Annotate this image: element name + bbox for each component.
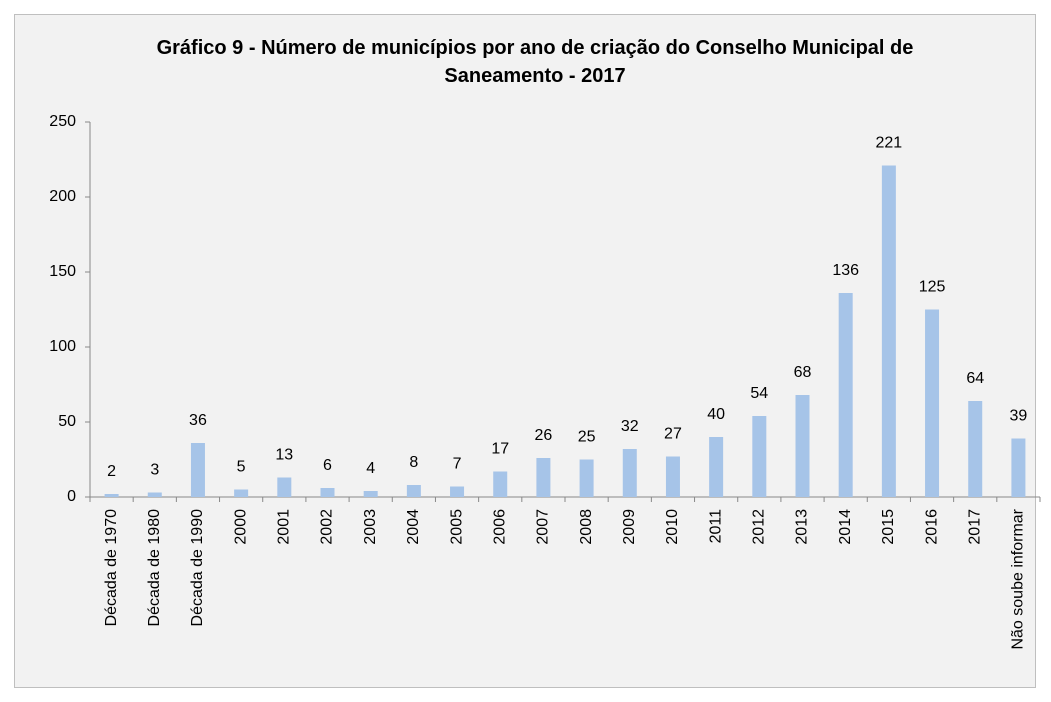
bar <box>536 458 551 497</box>
value-label: 2 <box>107 463 116 480</box>
chart-area <box>14 14 1036 688</box>
value-label: 68 <box>794 364 812 381</box>
y-tick-label: 0 <box>67 488 76 505</box>
value-label: 36 <box>189 412 207 429</box>
x-tick-label: 2015 <box>880 509 897 545</box>
y-tick-label: 150 <box>49 263 76 280</box>
bar <box>493 471 508 497</box>
bar <box>406 485 421 497</box>
y-tick-label: 200 <box>49 188 76 205</box>
x-tick-label: 2002 <box>319 509 336 545</box>
x-tick-label: 2003 <box>362 509 379 545</box>
bar <box>104 494 119 497</box>
bar <box>190 443 205 497</box>
value-label: 7 <box>453 456 462 473</box>
bar <box>752 416 767 497</box>
bar <box>320 488 335 497</box>
x-tick-label: 2000 <box>232 509 249 545</box>
y-tick-label: 100 <box>49 338 76 355</box>
value-label: 13 <box>275 447 293 464</box>
x-tick-label: 2006 <box>491 509 508 545</box>
x-tick-label: 2012 <box>751 509 768 545</box>
value-label: 54 <box>750 385 768 402</box>
value-label: 125 <box>919 279 946 296</box>
value-label: 3 <box>150 462 159 479</box>
x-tick-label: Década de 1980 <box>146 509 163 627</box>
y-tick-label: 250 <box>49 113 76 130</box>
x-tick-label: Década de 1970 <box>103 509 120 627</box>
value-label: 8 <box>409 454 418 471</box>
value-label: 39 <box>1010 408 1028 425</box>
bar <box>147 492 162 497</box>
bar <box>838 293 853 497</box>
value-label: 136 <box>832 262 859 279</box>
x-tick-label: 2005 <box>448 509 465 545</box>
x-tick-label: 2004 <box>405 509 422 545</box>
bar <box>450 486 465 497</box>
bar <box>277 477 292 497</box>
value-label: 17 <box>491 441 509 458</box>
bar <box>795 395 810 497</box>
bar <box>363 491 378 497</box>
x-tick-label: 2001 <box>276 509 293 545</box>
x-tick-label: 2016 <box>923 509 940 545</box>
value-label: 64 <box>966 370 984 387</box>
x-tick-label: 2009 <box>621 509 638 545</box>
value-label: 25 <box>578 429 596 446</box>
x-tick-label: 2010 <box>664 509 681 545</box>
value-label: 221 <box>876 135 903 152</box>
bar <box>234 489 249 497</box>
x-tick-label: Década de 1990 <box>189 509 206 627</box>
x-tick-label: 2014 <box>837 509 854 545</box>
value-label: 40 <box>707 406 725 423</box>
bar <box>665 456 680 497</box>
bar <box>622 449 637 497</box>
y-tick-label: 50 <box>58 413 76 430</box>
bar <box>968 401 983 497</box>
x-tick-label: 2008 <box>578 509 595 545</box>
x-tick-label: 2017 <box>966 509 983 545</box>
x-tick-label: Não soube informar <box>1010 508 1027 649</box>
bar <box>1011 438 1026 497</box>
value-label: 27 <box>664 426 682 443</box>
value-label: 6 <box>323 457 332 474</box>
value-label: 5 <box>237 459 246 476</box>
value-label: 4 <box>366 460 375 477</box>
bar <box>709 437 724 497</box>
value-label: 32 <box>621 418 639 435</box>
value-label: 26 <box>535 427 553 444</box>
x-tick-label: 2007 <box>535 509 552 545</box>
bar <box>881 165 896 497</box>
bar <box>579 459 594 497</box>
chart-title: Gráfico 9 - Número de municípios por ano… <box>156 37 914 87</box>
bar <box>925 309 940 497</box>
x-tick-label: 2011 <box>707 509 724 544</box>
x-tick-label: 2013 <box>794 509 811 545</box>
